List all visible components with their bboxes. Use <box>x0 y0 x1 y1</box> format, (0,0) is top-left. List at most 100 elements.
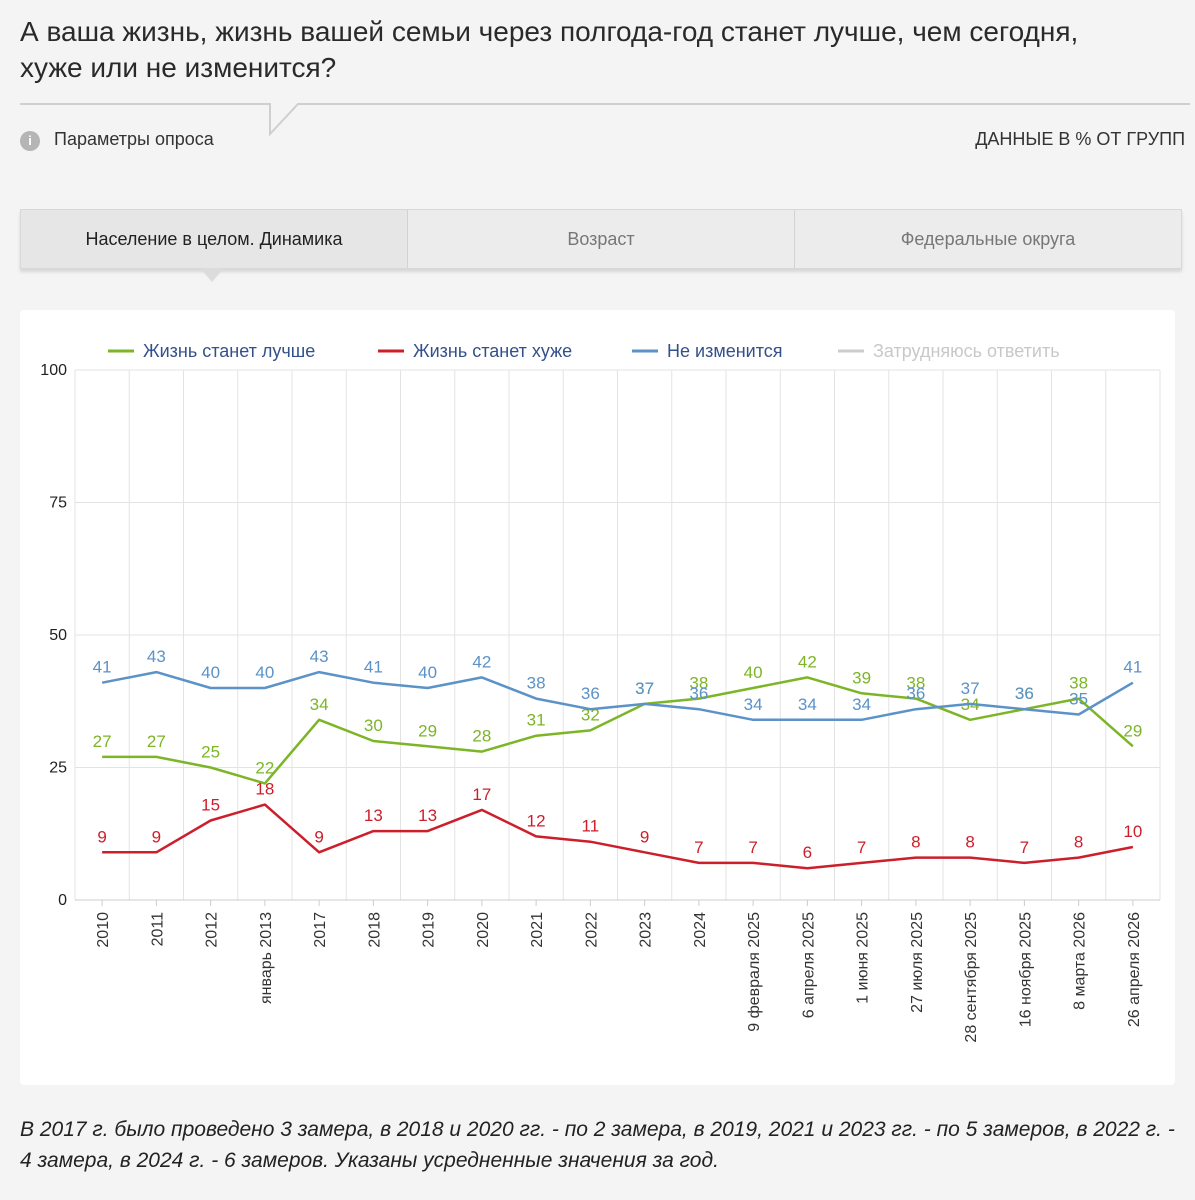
x-tick-label: 16 ноября 2025 <box>1017 912 1034 1027</box>
tab[interactable]: Население в целом. Динамика <box>21 210 408 268</box>
data-label: 38 <box>1069 674 1088 693</box>
series-line <box>102 803 1134 870</box>
x-tick-label: 27 июля 2025 <box>909 912 926 1013</box>
series-line <box>101 670 1134 722</box>
x-tick-label: 2020 <box>475 912 492 948</box>
data-label: 39 <box>852 668 871 687</box>
data-label: 37 <box>961 679 980 698</box>
data-label: 13 <box>418 806 437 825</box>
x-tick-label: 26 апреля 2026 <box>1126 912 1143 1027</box>
data-label: 37 <box>635 679 654 698</box>
x-tick-label: 2012 <box>204 912 221 948</box>
data-label: 27 <box>147 732 166 751</box>
data-label: 36 <box>1015 684 1034 703</box>
data-label: 43 <box>310 647 329 666</box>
data-label: 41 <box>1123 658 1142 677</box>
legend-label: Жизнь станет лучше <box>143 341 315 361</box>
info-icon[interactable]: i <box>20 131 40 151</box>
x-tick-label: 2021 <box>529 912 546 948</box>
data-label: 38 <box>689 674 708 693</box>
data-label: 41 <box>93 658 112 677</box>
x-tick-label: 9 февраля 2025 <box>746 912 763 1032</box>
y-tick-label: 0 <box>58 892 67 909</box>
y-tick-label: 25 <box>49 760 67 777</box>
legend-label: Не изменится <box>667 341 783 361</box>
y-tick-label: 100 <box>40 362 67 379</box>
page-title: А ваша жизнь, жизнь вашей семьи через по… <box>20 16 1079 83</box>
y-tick-label: 50 <box>49 627 67 644</box>
data-label: 7 <box>1020 838 1029 857</box>
data-label: 38 <box>906 674 925 693</box>
x-tick-label: 2024 <box>692 912 709 948</box>
data-label: 34 <box>798 695 817 714</box>
data-label: 34 <box>744 695 763 714</box>
tab-pointer <box>200 268 224 282</box>
x-tick-label: 2023 <box>638 912 655 948</box>
data-label: 29 <box>1123 721 1142 740</box>
data-label: 11 <box>582 817 600 836</box>
x-tick-label: 2017 <box>312 912 329 948</box>
data-label: 42 <box>472 652 491 671</box>
legend-label: Затрудняюсь ответить <box>873 341 1060 361</box>
data-label: 32 <box>581 705 600 724</box>
data-label: 34 <box>852 695 871 714</box>
x-tick-label: январь 2013 <box>258 912 275 1004</box>
data-label: 8 <box>965 833 974 852</box>
x-tick-label: 2022 <box>583 912 600 948</box>
x-tick-label: 6 апреля 2025 <box>800 912 817 1018</box>
legend-label: Жизнь станет хуже <box>413 341 572 361</box>
data-label: 13 <box>364 806 383 825</box>
tabs: Население в целом. Динамика Возраст Феде… <box>20 209 1182 269</box>
x-tick-label: 1 июня 2025 <box>855 912 872 1004</box>
data-label: 7 <box>748 838 757 857</box>
data-label: 41 <box>364 658 383 677</box>
x-tick-label: 28 сентября 2025 <box>963 912 980 1043</box>
survey-params[interactable]: Параметры опроса <box>54 129 214 149</box>
data-label: 36 <box>689 684 708 703</box>
data-label: 18 <box>255 780 274 799</box>
data-label: 36 <box>906 684 925 703</box>
data-label: 8 <box>1074 833 1083 852</box>
data-label: 17 <box>472 785 491 804</box>
data-label: 37 <box>635 679 654 698</box>
chart: 0 25 50 75 100 2010 2011 2012 январь 2013 2017 201… <box>40 341 1161 1043</box>
x-tick-label: 2011 <box>149 912 166 947</box>
data-label: 27 <box>93 732 112 751</box>
data-label: 8 <box>911 833 920 852</box>
data-label: 38 <box>527 674 546 693</box>
data-label: 29 <box>418 721 437 740</box>
data-label: 31 <box>527 711 546 730</box>
data-label: 25 <box>201 743 220 762</box>
data-label: 7 <box>857 838 866 857</box>
data-label: 9 <box>97 827 106 846</box>
data-label: 9 <box>314 827 323 846</box>
data-label: 34 <box>310 695 329 714</box>
tab[interactable]: Федеральные округа <box>900 229 1076 249</box>
data-label: 9 <box>152 827 161 846</box>
x-tick-label: 8 марта 2026 <box>1072 912 1089 1010</box>
data-label: 30 <box>364 716 383 735</box>
data-label: 7 <box>694 838 703 857</box>
data-label: 15 <box>201 796 220 815</box>
x-tick-label: 2018 <box>366 912 383 948</box>
data-label: 10 <box>1123 822 1142 841</box>
data-label: 40 <box>201 663 220 682</box>
x-tick-label: 2010 <box>95 912 112 948</box>
data-label: 43 <box>147 647 166 666</box>
data-label: 28 <box>472 727 491 746</box>
data-label: 40 <box>744 663 763 682</box>
y-tick-label: 75 <box>49 495 67 512</box>
data-label: 36 <box>581 684 600 703</box>
data-label: 35 <box>1069 690 1088 709</box>
x-tick-label: 2019 <box>421 912 438 948</box>
data-label: 6 <box>803 843 812 862</box>
chart-panel: 0 25 50 75 100 2010 2011 2012 январь 2013 2017 201… <box>20 310 1175 1085</box>
data-label: 42 <box>798 652 817 671</box>
footnote: В 2017 г. было проведено 3 замера, в 201… <box>20 1118 1175 1172</box>
data-label: 22 <box>255 758 274 777</box>
data-label: 9 <box>640 827 649 846</box>
data-label: 40 <box>418 663 437 682</box>
tab[interactable]: Возраст <box>408 210 795 268</box>
data-label: 36 <box>1015 684 1034 703</box>
